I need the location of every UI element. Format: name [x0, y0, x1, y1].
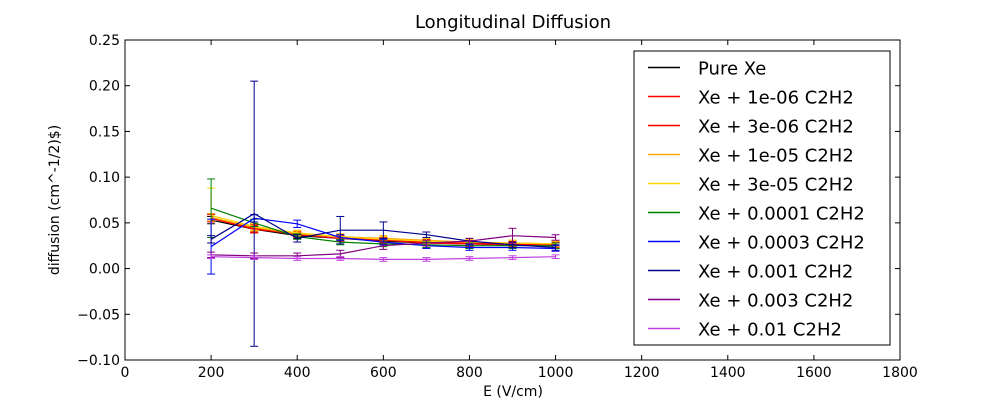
- legend-entry: Xe + 0.003 C2H2: [648, 291, 853, 312]
- error-bar: [551, 244, 560, 251]
- legend-entry: Xe + 0.0003 C2H2: [648, 233, 865, 254]
- x-tick-label: 1800: [882, 365, 918, 381]
- legend-label: Xe + 0.0001 C2H2: [698, 204, 865, 225]
- y-tick-label: 0.20: [89, 79, 120, 95]
- legend-label: Pure Xe: [698, 59, 766, 80]
- error-bar: [422, 231, 431, 238]
- x-tick-label: 200: [198, 365, 225, 381]
- legend-box: [633, 50, 891, 346]
- legend-entry: Xe + 1e-05 C2H2: [648, 146, 854, 167]
- error-bar: [293, 234, 302, 243]
- legend-entry: Xe + 3e-05 C2H2: [648, 175, 854, 196]
- legend-entry: Xe + 0.0001 C2H2: [648, 204, 865, 225]
- x-axis-label: E (V/cm): [483, 384, 543, 400]
- legend-label: Xe + 1e-06 C2H2: [698, 88, 854, 109]
- error-bar: [250, 80, 259, 347]
- error-bar: [422, 239, 431, 247]
- legend-label: Xe + 0.003 C2H2: [698, 291, 853, 312]
- y-tick-label: 0.05: [89, 216, 120, 232]
- error-bar: [465, 244, 474, 251]
- error-bar: [465, 256, 474, 261]
- x-tick-label: 0: [121, 365, 130, 381]
- legend-label: Xe + 3e-06 C2H2: [698, 117, 854, 138]
- legend-label: Xe + 1e-05 C2H2: [698, 146, 854, 167]
- legend-label: Xe + 0.001 C2H2: [698, 262, 853, 283]
- series-7: [207, 80, 560, 347]
- plot-area: 0 200 400 600 800 1000 1200 1400 1600 1800 −0.10 −0…: [77, 33, 918, 381]
- error-bar: [293, 219, 302, 228]
- x-tick-label: 1600: [796, 365, 832, 381]
- y-tick-label: 0.25: [89, 33, 120, 49]
- legend-label: Xe + 3e-05 C2H2: [698, 175, 854, 196]
- chart-title: Longitudinal Diffusion: [415, 12, 611, 33]
- series-9: [207, 254, 560, 262]
- error-bar: [207, 254, 216, 260]
- legend-entry: Xe + 0.001 C2H2: [648, 262, 853, 283]
- legend-entry: Xe + 1e-06 C2H2: [648, 88, 854, 109]
- y-axis-label: diffusion (cm^-1/2)$): [47, 125, 63, 275]
- legend-entry: Xe + 3e-06 C2H2: [648, 117, 854, 138]
- legend-entry: Pure Xe: [648, 59, 766, 80]
- y-tick-label: 0.15: [89, 124, 120, 140]
- x-tick-label: 1400: [710, 365, 746, 381]
- error-bar: [379, 241, 388, 250]
- error-bar: [551, 234, 560, 241]
- x-tick-label: 400: [284, 365, 311, 381]
- y-tick-label: 0.00: [89, 262, 120, 278]
- x-tick-label: 600: [370, 365, 397, 381]
- error-bar: [422, 257, 431, 262]
- legend: Pure Xe Xe + 1e-06 C2H2 Xe + 3e-06 C2H2 Xe …: [633, 50, 891, 346]
- error-bar: [207, 235, 216, 244]
- error-bar: [250, 255, 259, 260]
- legend-entry: Xe + 0.01 C2H2: [648, 320, 842, 341]
- error-bar: [508, 227, 517, 244]
- y-tick-label: 0.10: [89, 170, 120, 186]
- x-tick-label: 800: [456, 365, 483, 381]
- x-tick-label: 1000: [538, 365, 574, 381]
- x-tick-label: 1200: [624, 365, 660, 381]
- error-bar: [379, 257, 388, 262]
- y-tick-label: −0.10: [77, 353, 120, 369]
- error-bar: [293, 256, 302, 261]
- axes-frame: [124, 39, 901, 361]
- error-bar: [465, 237, 474, 245]
- series-8: [207, 227, 560, 260]
- error-bar: [336, 256, 345, 261]
- error-bar: [336, 215, 345, 245]
- error-bar: [207, 218, 216, 275]
- legend-label: Xe + 0.0003 C2H2: [698, 233, 865, 254]
- error-bar: [551, 254, 560, 260]
- y-tick-label: −0.05: [77, 307, 120, 323]
- error-bar: [508, 255, 517, 260]
- error-bar: [379, 221, 388, 239]
- legend-label: Xe + 0.01 C2H2: [698, 320, 842, 341]
